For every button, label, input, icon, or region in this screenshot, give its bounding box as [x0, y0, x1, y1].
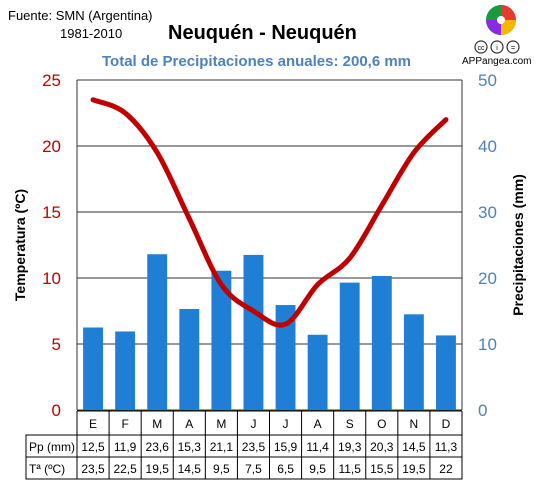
precip-bar: [211, 270, 232, 410]
month-label: O: [377, 417, 386, 431]
t-cell: 22: [439, 462, 453, 476]
source-text: Fuente: SMN (Argentina): [8, 8, 153, 23]
temp-tick-label: 15: [42, 203, 61, 222]
temperature-point: [317, 284, 319, 286]
month-label: J: [283, 417, 289, 431]
appangea-logo-icon[interactable]: [486, 5, 516, 35]
t-cell: 19,5: [146, 462, 170, 476]
month-label: E: [89, 417, 97, 431]
t-cell: 9,5: [309, 462, 326, 476]
pp-cell: 23,5: [242, 440, 266, 454]
temperature-point: [252, 310, 254, 312]
precip-bar: [179, 309, 200, 410]
temp-tick-label: 10: [42, 269, 61, 288]
precip-bar: [339, 282, 360, 410]
precip-bar: [275, 305, 296, 410]
temperature-point: [156, 152, 158, 154]
pp-row-label: Pp (mm): [29, 440, 75, 454]
t-cell: 23,5: [81, 462, 105, 476]
t-cell: 6,5: [277, 462, 294, 476]
precip-bar: [115, 331, 136, 410]
t-cell: 19,5: [402, 462, 426, 476]
precip-tick-label: 20: [478, 269, 497, 288]
precip-bar: [147, 254, 168, 410]
pp-cell: 15,3: [178, 440, 202, 454]
precip-tick-label: 30: [478, 203, 497, 222]
pp-cell: 19,3: [338, 440, 362, 454]
period-text: 1981-2010: [60, 26, 123, 41]
precip-bar: [83, 327, 103, 410]
cc-license-icon: cc i =: [474, 40, 520, 54]
temperature-point: [285, 323, 287, 325]
t-cell: 22,5: [113, 462, 137, 476]
pp-cell: 12,5: [81, 440, 105, 454]
temperature-point: [188, 218, 190, 220]
t-cell: 15,5: [370, 462, 394, 476]
precip-tick-label: 0: [478, 401, 487, 420]
y-axis-left-title: Temperatura (ºC): [12, 189, 28, 301]
svg-text:=: =: [511, 45, 515, 52]
chart-title: Neuquén - Neuquén: [168, 22, 357, 44]
pp-cell: 11,3: [435, 440, 458, 454]
month-label: D: [442, 417, 451, 431]
chart-subtitle: Total de Precipitaciones anuales: 200,6 …: [102, 53, 412, 70]
month-label: M: [216, 417, 226, 431]
t-cell: 11,5: [338, 462, 361, 476]
y-axis-right-title: Precipitaciones (mm): [510, 174, 526, 316]
month-label: J: [250, 417, 256, 431]
precip-tick-label: 50: [478, 71, 497, 90]
temperature-line: [90, 97, 449, 328]
temperature-point: [220, 284, 222, 286]
month-label: A: [185, 417, 193, 431]
t-cell: 9,5: [213, 462, 230, 476]
pp-cell: 11,9: [114, 440, 137, 454]
temp-tick-label: 20: [42, 137, 61, 156]
site-name: APPangea.com: [462, 56, 532, 67]
temp-tick-label: 0: [52, 401, 61, 420]
temperature-point: [381, 204, 383, 206]
pp-cell: 15,9: [274, 440, 298, 454]
precip-bar: [436, 335, 456, 410]
pp-cell: 20,3: [370, 440, 394, 454]
precip-bar: [403, 314, 424, 410]
temperature-point: [349, 257, 351, 259]
t-row-label: Tª (ºC): [29, 462, 65, 476]
month-label: N: [410, 417, 419, 431]
precip-bar: [371, 276, 392, 410]
temp-tick-label: 25: [42, 71, 61, 90]
temp-tick-label: 5: [52, 335, 61, 354]
temperature-point: [124, 112, 126, 114]
t-cell: 14,5: [178, 462, 202, 476]
pp-cell: 21,1: [210, 440, 234, 454]
month-label: A: [314, 417, 322, 431]
temperature-point: [413, 152, 415, 154]
pp-cell: 14,5: [402, 440, 426, 454]
precip-bar: [307, 334, 328, 410]
month-label: M: [152, 417, 162, 431]
month-label: F: [121, 417, 128, 431]
svg-text:cc: cc: [478, 45, 486, 52]
temperature-point: [92, 99, 94, 101]
temperature-point: [445, 119, 447, 121]
precip-tick-label: 10: [478, 335, 497, 354]
month-label: S: [346, 417, 354, 431]
svg-text:i: i: [496, 45, 498, 52]
t-cell: 7,5: [245, 462, 262, 476]
pp-cell: 11,4: [306, 440, 329, 454]
precip-tick-label: 40: [478, 137, 497, 156]
pp-cell: 23,6: [146, 440, 170, 454]
precip-bar: [243, 254, 264, 410]
